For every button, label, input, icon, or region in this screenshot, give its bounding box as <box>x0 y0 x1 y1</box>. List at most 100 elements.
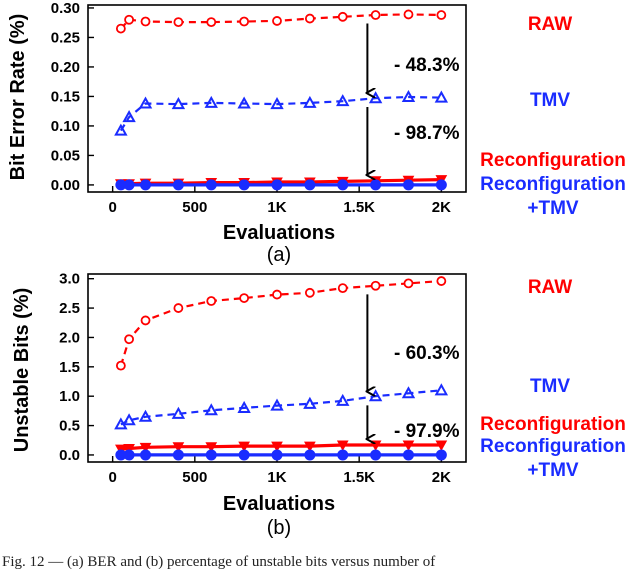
panel-b-y-tick-label: 2.0 <box>59 329 80 346</box>
panel-b-x-axis-title: Evaluations <box>223 493 335 515</box>
panel-a-point-raw <box>173 17 184 28</box>
panel-a-y-tick-label: 0.00 <box>51 177 80 194</box>
panel-b-point-tmv <box>401 386 416 399</box>
panel-a-legend-tmv: TMV <box>530 90 570 111</box>
panel-a-annotation-raw-to-tmv: - 48.3% <box>394 55 460 76</box>
panel-a-point-reconfiguration-tmv <box>271 179 283 191</box>
panel-b-point-reconfiguration <box>336 440 349 451</box>
panel-a-point-raw <box>337 11 348 22</box>
panel-a-point-reconfiguration-tmv <box>435 179 447 191</box>
panel-a-point-tmv <box>114 123 128 136</box>
panel-b-point-reconfiguration <box>304 441 316 453</box>
panel-a-point-tmv <box>303 95 317 108</box>
panel-b-series-reconfiguration <box>115 440 448 456</box>
panel-b-point-raw <box>173 303 184 313</box>
panel-b-point-reconfiguration <box>435 440 448 451</box>
panel-b-point-raw <box>115 360 126 371</box>
panel-b-point-raw <box>272 289 282 300</box>
panel-b-x-tick-label: 2K <box>432 469 451 486</box>
panel-a-point-reconfiguration-tmv <box>205 179 217 191</box>
panel-a-point-tmv <box>434 90 449 103</box>
panel-b-legend-reconfiguration: Reconfiguration <box>480 414 626 435</box>
panel-a-y-tick-label: 0.30 <box>51 0 80 17</box>
panel-a-label: (a) <box>267 244 291 266</box>
panel-b-point-reconfiguration-tmv <box>271 449 283 461</box>
panel-b-point-reconfiguration-tmv <box>172 449 184 461</box>
panel-b-point-reconfiguration <box>271 441 283 453</box>
panel-a-point-reconfiguration-tmv <box>172 179 184 191</box>
panel-a-series-raw <box>115 9 447 34</box>
panel-a-x-axis-title: Evaluations <box>223 222 335 244</box>
panel-a-point-raw <box>436 10 447 20</box>
panel-b-point-reconfiguration-tmv <box>238 449 250 461</box>
panel-a-point-reconfiguration-tmv <box>304 179 316 191</box>
panel-a-y-tick-label: 0.25 <box>51 29 80 46</box>
panel-b-point-raw <box>370 280 381 291</box>
panel-a-point-reconfiguration-tmv <box>123 179 135 191</box>
panel-b-point-raw <box>337 283 348 294</box>
panel-a-x-tick-label: 1.5K <box>343 199 375 216</box>
panel-b-x-tick-label: 1.5K <box>343 469 375 486</box>
panel-a-point-tmv <box>237 96 251 109</box>
panel-a-series-reconfiguration-tmv <box>115 179 447 191</box>
panel-a-point-raw <box>239 16 250 27</box>
panel-b-legend-reconfiguration-tmv-line1: Reconfiguration <box>480 436 626 457</box>
panel-b-point-tmv <box>171 406 186 419</box>
panel-b-x-tick-label: 500 <box>182 469 207 486</box>
panel-b-point-tmv <box>237 400 251 413</box>
panel-b-y-tick-label: 2.5 <box>59 300 80 317</box>
panel-b-legend-raw: RAW <box>528 277 572 298</box>
panel-b-point-reconfiguration <box>139 442 152 454</box>
panel-a-legend-reconfiguration-tmv-line2: +TMV <box>527 198 579 219</box>
panel-b-point-tmv <box>434 383 449 396</box>
panel-b-point-reconfiguration <box>123 443 135 455</box>
panel-b-point-raw <box>124 334 134 345</box>
panel-a-point-tmv <box>122 110 136 123</box>
panel-b-y-tick-label: 3.0 <box>59 271 80 288</box>
panel-b-series-raw <box>115 276 447 371</box>
panel-b-y-tick-label: 0.0 <box>59 447 80 464</box>
panel-a-point-raw <box>272 16 282 26</box>
panel-b-annotation-tmv-to-reconfiguration: - 97.9% <box>394 421 460 442</box>
panel-b-point-raw <box>436 276 447 286</box>
panel-b-y-tick-label: 1.5 <box>59 359 80 376</box>
panel-b-point-reconfiguration-tmv <box>370 449 382 461</box>
panel-b-point-tmv <box>122 413 136 426</box>
panel-a-x-tick-label: 500 <box>182 199 207 216</box>
panel-a-y-tick-label: 0.20 <box>51 59 80 76</box>
panel-b-series-line-reconfiguration <box>120 443 442 451</box>
panel-a-point-tmv <box>270 97 284 110</box>
panel-a-point-raw <box>304 13 315 24</box>
panel-b-series-reconfiguration-tmv <box>115 449 447 461</box>
panel-b-point-reconfiguration-tmv <box>435 449 447 461</box>
figure-caption: Fig. 12 — (a) BER and (b) percentage of … <box>2 554 435 569</box>
panel-b-plot: 0.0 0.5 1.0 1.5 2.0 2.5 3.0 0 500 1K 1.5K 2K <box>59 271 467 486</box>
panel-b-x-tick-label: 0 <box>108 469 116 486</box>
panel-a-point-tmv <box>401 89 416 103</box>
panel-b-point-reconfiguration-tmv <box>140 449 152 461</box>
panel-b-legend-reconfiguration-tmv-line2: +TMV <box>527 460 579 481</box>
panel-b-y-axis-title: Unstable Bits (%) <box>11 288 33 452</box>
panel-a-point-raw <box>140 16 151 27</box>
panel-b-legend-tmv: TMV <box>530 376 570 397</box>
panel-a-point-reconfiguration-tmv <box>370 179 382 191</box>
panel-b-point-reconfiguration <box>172 442 185 453</box>
panel-b-annotation-raw-to-tmv: - 60.3% <box>394 343 460 364</box>
panel-a-point-tmv <box>138 96 153 109</box>
panel-b-point-raw <box>206 296 217 306</box>
panel-a-y-tick-label: 0.10 <box>51 118 80 135</box>
panel-b-x-tick-label: 1K <box>267 469 286 486</box>
panel-a-point-tmv <box>336 94 350 107</box>
panel-b-point-reconfiguration-tmv <box>304 449 316 461</box>
panel-b-point-reconfiguration <box>205 442 218 453</box>
panel-b-series-tmv <box>114 383 449 430</box>
panel-b-point-raw <box>140 315 151 326</box>
panel-a-point-reconfiguration-tmv <box>402 179 414 191</box>
panel-b-point-reconfiguration-tmv <box>337 449 349 461</box>
panel-b-point-tmv <box>270 398 284 411</box>
panel-a-x-tick-label: 1K <box>267 199 286 216</box>
panel-b-point-reconfiguration-tmv <box>123 449 135 461</box>
panel-a-point-tmv <box>204 95 218 108</box>
panel-b-point-tmv <box>204 403 218 416</box>
